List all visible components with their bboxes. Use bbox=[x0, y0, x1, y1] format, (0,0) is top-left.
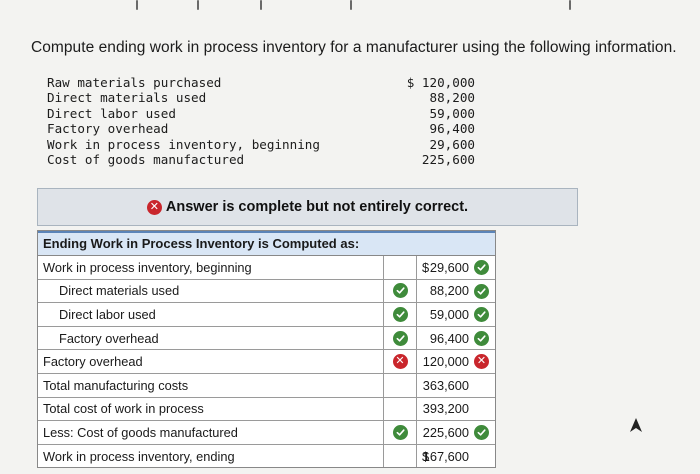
answer-feedback-banner: ✕ Answer is complete but not entirely co… bbox=[37, 188, 578, 226]
row-amount-cell[interactable]: $29,600 bbox=[417, 256, 497, 279]
row-amount-cell[interactable]: 59,000 bbox=[417, 303, 497, 326]
given-row: Direct labor used 59,000 bbox=[47, 106, 475, 121]
row-label-cell[interactable]: Work in process inventory, ending bbox=[38, 444, 384, 468]
check-circle-icon bbox=[474, 260, 489, 275]
row-label: Direct labor used bbox=[59, 306, 156, 322]
row-amount: 88,200 bbox=[429, 283, 469, 299]
row-label: Total manufacturing costs bbox=[43, 377, 189, 393]
question-text: Compute ending work in process inventory… bbox=[31, 39, 677, 56]
given-label: Work in process inventory, beginning bbox=[47, 136, 320, 152]
given-row: Raw materials purchased $ 120,000 bbox=[47, 75, 475, 90]
given-value: 225,600 bbox=[421, 152, 475, 168]
row-amount: 225,600 bbox=[422, 424, 469, 440]
given-row: Factory overhead 96,400 bbox=[47, 121, 475, 136]
check-circle-icon bbox=[392, 306, 408, 322]
top-edge-marks bbox=[0, 0, 700, 14]
given-label: Direct materials used bbox=[47, 90, 207, 106]
row-amount-cell[interactable]: 120,000 ✕ bbox=[417, 350, 497, 373]
row-label-cell[interactable]: Work in process inventory, beginning bbox=[38, 256, 384, 279]
row-label: Factory overhead bbox=[59, 330, 159, 346]
given-value: $ 120,000 bbox=[406, 75, 475, 90]
given-label: Raw materials purchased bbox=[47, 75, 222, 90]
row-amount-cell[interactable]: 88,200 bbox=[417, 280, 497, 303]
given-label: Factory overhead bbox=[47, 121, 169, 137]
row-label: Work in process inventory, ending bbox=[43, 448, 235, 464]
given-row: Work in process inventory, beginning 29,6… bbox=[47, 137, 475, 152]
table-row: Total cost of work in process 393,200 bbox=[38, 397, 497, 422]
row-label-cell[interactable]: Direct labor used bbox=[38, 303, 384, 326]
given-label: Cost of goods manufactured bbox=[47, 152, 245, 168]
row-amount-cell[interactable]: 393,200 bbox=[417, 398, 497, 421]
table-header: Ending Work in Process Inventory is Comp… bbox=[38, 231, 495, 256]
table-row: Factory overhead ✕ 120,000 ✕ bbox=[38, 350, 495, 374]
table-row: Direct labor used 59,000 bbox=[38, 303, 495, 327]
check-circle-icon bbox=[474, 283, 489, 299]
row-label-cell[interactable]: Direct materials used bbox=[38, 279, 384, 303]
given-label: Direct labor used bbox=[47, 105, 176, 121]
check-circle-icon bbox=[392, 330, 408, 346]
row-amount: 59,000 bbox=[429, 306, 469, 322]
given-value: 88,200 bbox=[429, 90, 476, 106]
row-label-cell[interactable]: Less: Cost of goods manufactured bbox=[38, 421, 384, 444]
check-circle-icon bbox=[474, 330, 489, 346]
row-label: Work in process inventory, beginning bbox=[43, 259, 252, 275]
check-circle-icon bbox=[392, 424, 408, 440]
row-amount: 167,600 bbox=[422, 448, 469, 464]
row-amount: 96,400 bbox=[429, 330, 469, 346]
row-label-cell[interactable]: Factory overhead bbox=[38, 326, 384, 350]
table-row: Total manufacturing costs 363,600 bbox=[38, 373, 497, 398]
row-amount: 393,200 bbox=[422, 401, 469, 417]
row-label: Total cost of work in process bbox=[43, 401, 204, 417]
row-label: Direct materials used bbox=[59, 283, 180, 299]
row-mark-cell bbox=[384, 303, 417, 326]
answer-table: Ending Work in Process Inventory is Comp… bbox=[37, 230, 497, 469]
row-amount-cell[interactable]: 363,600 bbox=[417, 374, 497, 397]
x-circle-icon: ✕ bbox=[146, 199, 162, 215]
row-mark-cell bbox=[384, 326, 417, 350]
row-amount-cell[interactable]: 225,600 bbox=[417, 421, 497, 444]
row-mark-cell bbox=[384, 279, 417, 303]
row-amount-cell[interactable]: 96,400 bbox=[417, 327, 497, 350]
row-mark-cell bbox=[384, 397, 417, 421]
check-circle-icon bbox=[474, 425, 489, 441]
table-row: Work in process inventory, beginning $29,… bbox=[38, 256, 495, 280]
check-circle-icon bbox=[474, 307, 489, 323]
dollar-sign: $ bbox=[422, 259, 430, 275]
row-mark-cell bbox=[384, 444, 417, 468]
table-row: Direct materials used 88,200 bbox=[38, 279, 497, 304]
row-label-cell[interactable]: Total cost of work in process bbox=[38, 397, 384, 421]
row-mark-cell bbox=[384, 256, 417, 279]
row-amount-cell[interactable]: $167,600 bbox=[417, 445, 497, 468]
given-row: Direct materials used 88,200 bbox=[47, 90, 475, 105]
table-row: Less: Cost of goods manufactured 225,600 bbox=[38, 421, 495, 445]
check-circle-icon bbox=[392, 283, 408, 299]
table-row: Work in process inventory, ending $167,60… bbox=[38, 444, 497, 468]
row-mark-cell: ✕ bbox=[384, 350, 417, 373]
given-value: 96,400 bbox=[429, 121, 476, 137]
row-label: Less: Cost of goods manufactured bbox=[43, 424, 238, 440]
row-amount: 29,600 bbox=[429, 259, 469, 275]
given-value: 59,000 bbox=[429, 105, 476, 121]
mouse-pointer-icon bbox=[630, 418, 642, 432]
dollar-sign: $ bbox=[422, 448, 430, 464]
x-circle-icon: ✕ bbox=[474, 354, 489, 370]
given-information: Raw materials purchased $ 120,000 Direct m… bbox=[47, 75, 475, 167]
row-label: Factory overhead bbox=[43, 354, 143, 370]
table-row: Factory overhead 96,400 bbox=[38, 326, 497, 351]
row-label-cell[interactable]: Factory overhead bbox=[38, 350, 384, 373]
x-circle-icon: ✕ bbox=[392, 354, 408, 370]
row-amount: 120,000 bbox=[422, 354, 469, 370]
given-value: 29,600 bbox=[429, 136, 476, 152]
row-label-cell[interactable]: Total manufacturing costs bbox=[38, 373, 384, 397]
row-mark-cell bbox=[384, 373, 417, 397]
row-mark-cell bbox=[384, 421, 417, 444]
row-amount: 363,600 bbox=[422, 377, 469, 393]
given-row: Cost of goods manufactured 225,600 bbox=[47, 152, 475, 167]
banner-text: Answer is complete but not entirely corr… bbox=[165, 199, 469, 215]
